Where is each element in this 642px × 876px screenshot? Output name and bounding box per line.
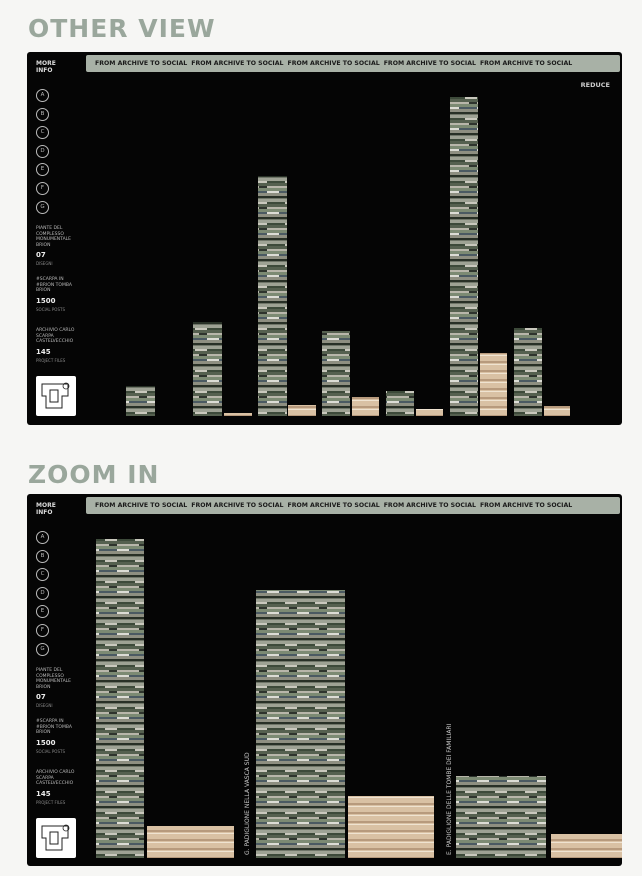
image-stack[interactable] <box>193 322 222 416</box>
filter-letter[interactable]: E <box>36 163 49 177</box>
stat-caption: ARCHIVIO CARLO SCARPA CASTELVECCHIO <box>36 328 75 344</box>
marquee-text: FROM ARCHIVE TO SOCIAL <box>383 60 476 67</box>
plan-sketch <box>41 382 70 409</box>
stat-block: ARCHIVIO CARLO SCARPA CASTELVECCHIO 145 PR… <box>36 328 80 363</box>
archive-stack[interactable] <box>551 834 622 858</box>
stat-caption: #SCARPA IN #BRION TOMBA BRION <box>36 719 72 735</box>
reduce-button[interactable]: REDUCE <box>580 81 610 89</box>
section-heading: OTHER VIEW <box>28 14 216 43</box>
filter-letter[interactable]: B <box>36 549 49 563</box>
image-stack[interactable] <box>258 176 287 416</box>
image-stack[interactable] <box>256 590 345 858</box>
bar-stack-area <box>126 97 570 416</box>
section-heading: ZOOM IN <box>28 460 160 489</box>
stat-caption: #SCARPA IN #BRION TOMBA BRION <box>36 277 72 293</box>
filter-letter[interactable]: F <box>36 624 49 637</box>
marquee-text: FROM ARCHIVE TO SOCIAL <box>95 502 188 509</box>
stat-caption: PIANTE DEL COMPLESSO MONUMENTALE BRION <box>36 226 72 248</box>
marquee: FROM ARCHIVE TO SOCIAL FROM ARCHIVE TO SO… <box>86 55 620 72</box>
stat-number: 145 <box>36 347 51 356</box>
filter-letter[interactable]: A <box>36 89 49 102</box>
filter-letter[interactable]: B <box>36 107 49 121</box>
stat-caption: PIANTE DEL COMPLESSO MONUMENTALE BRION <box>36 668 72 690</box>
marquee-text: FROM ARCHIVE TO SOCIAL <box>383 502 476 509</box>
filter-letter[interactable]: D <box>36 144 49 158</box>
image-stack[interactable] <box>386 391 414 416</box>
marquee-text: FROM ARCHIVE TO SOCIAL <box>95 60 188 67</box>
plan-sketch <box>41 824 70 851</box>
more-info[interactable]: MORE INFO <box>36 60 56 74</box>
stat-unit: PROJECT FILES <box>36 799 66 805</box>
archive-stack[interactable] <box>416 409 443 416</box>
stat-unit: SOCIAL POSTS <box>36 306 65 312</box>
stat-block: PIANTE DEL COMPLESSO MONUMENTALE BRION 07… <box>36 226 80 266</box>
filter-letter[interactable]: G <box>36 642 49 656</box>
stat-unit: DISEGNI <box>36 261 53 266</box>
stat-number: 1500 <box>36 738 56 747</box>
marquee-text: FROM ARCHIVE TO SOCIAL <box>287 60 380 67</box>
image-stack[interactable] <box>514 328 542 416</box>
image-stack[interactable] <box>450 97 478 416</box>
panel: MORE INFO FROM ARCHIVE TO SOCIAL FROM ARCH… <box>27 52 622 425</box>
archive-stack[interactable] <box>224 413 252 416</box>
stat-number: 145 <box>36 789 51 798</box>
stat-block: #SCARPA IN #BRION TOMBA BRION 1500 SOCIAL … <box>36 277 80 312</box>
marquee-text: FROM ARCHIVE TO SOCIAL <box>191 502 284 509</box>
archive-stack[interactable] <box>348 796 434 858</box>
stat-number: 1500 <box>36 296 56 305</box>
image-stack[interactable] <box>96 539 144 858</box>
archive-stack[interactable] <box>352 397 379 416</box>
stat-block: #SCARPA IN #BRION TOMBA BRION 1500 SOCIAL … <box>36 719 80 754</box>
marquee-text: FROM ARCHIVE TO SOCIAL <box>191 60 284 67</box>
zone-label: E. PADIGLIONE DELLE TOMBE DEI FAMILIARI <box>446 723 453 855</box>
image-stack[interactable] <box>126 386 155 416</box>
stat-number: 07 <box>36 693 46 701</box>
archive-stack[interactable] <box>147 826 234 858</box>
archive-stack[interactable] <box>544 406 570 416</box>
marquee-text: FROM ARCHIVE TO SOCIAL <box>287 502 380 509</box>
panel: MORE INFO FROM ARCHIVE TO SOCIAL FROM ARCH… <box>27 494 622 866</box>
stat-number: 07 <box>36 251 46 259</box>
archive-stack[interactable] <box>480 353 507 416</box>
stat-unit: DISEGNI <box>36 703 53 708</box>
filter-letter[interactable]: C <box>36 568 49 582</box>
filter-letter[interactable]: F <box>36 182 49 195</box>
stat-caption: ARCHIVIO CARLO SCARPA CASTELVECCHIO <box>36 770 75 786</box>
archive-stack[interactable] <box>288 405 316 416</box>
stat-unit: PROJECT FILES <box>36 357 66 363</box>
plan-thumbnail <box>36 376 76 416</box>
more-info[interactable]: MORE INFO <box>36 502 56 516</box>
bar-stack-area <box>96 539 622 858</box>
image-stack[interactable] <box>456 776 546 858</box>
stat-block: PIANTE DEL COMPLESSO MONUMENTALE BRION 07… <box>36 668 80 708</box>
plan-thumbnail <box>36 818 76 858</box>
filter-letter[interactable]: D <box>36 586 49 600</box>
stat-block: ARCHIVIO CARLO SCARPA CASTELVECCHIO 145 PR… <box>36 770 80 805</box>
filter-letter[interactable]: E <box>36 605 49 619</box>
marquee-text: FROM ARCHIVE TO SOCIAL <box>479 502 573 509</box>
filter-letter[interactable]: G <box>36 200 49 214</box>
stat-unit: SOCIAL POSTS <box>36 748 65 754</box>
zone-label: G. PADIGLIONE NELLA VASCA SUD <box>244 752 251 855</box>
image-stack[interactable] <box>322 331 350 416</box>
marquee-text: FROM ARCHIVE TO SOCIAL <box>479 60 573 67</box>
marquee: FROM ARCHIVE TO SOCIAL FROM ARCHIVE TO SO… <box>86 497 620 514</box>
filter-letter[interactable]: A <box>36 531 49 544</box>
filter-letter[interactable]: C <box>36 126 49 140</box>
